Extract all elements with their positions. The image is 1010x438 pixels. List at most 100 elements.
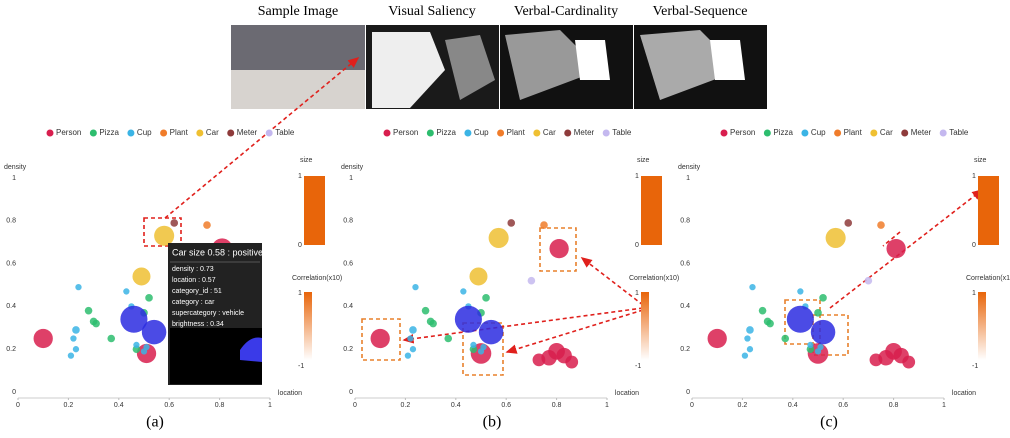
color-legend-tick: -1	[635, 363, 641, 370]
point	[154, 226, 174, 246]
x-tick-label: 0.6	[164, 402, 174, 409]
point	[469, 267, 487, 285]
x-tick-label: 0.6	[838, 402, 848, 409]
point	[819, 294, 827, 302]
legend-swatch	[497, 130, 504, 137]
point	[422, 307, 430, 315]
point	[444, 335, 452, 343]
legend-label: Meter	[237, 128, 258, 137]
tooltip-line: supercategory : vehicle	[172, 310, 244, 317]
legend-swatch	[801, 130, 808, 137]
color-legend-tick: 1	[298, 290, 302, 297]
tooltip-line: category_id : 51	[172, 288, 222, 295]
caption: (b)	[483, 414, 502, 431]
point	[807, 342, 813, 348]
point	[811, 320, 836, 345]
caption: (c)	[820, 414, 838, 431]
point	[132, 267, 150, 285]
chart-panel: 00.20.40.60.8100.20.40.60.81densitylocat…	[4, 128, 342, 431]
y-tick-label: 0.8	[680, 218, 690, 225]
y-tick-label: 0	[349, 389, 353, 396]
color-legend-label: Correlation(x10)	[292, 275, 342, 282]
point	[877, 221, 885, 229]
size-legend-shape	[641, 176, 662, 245]
size-legend-label: size	[974, 157, 987, 164]
legend-label: Meter	[911, 128, 932, 137]
point	[482, 294, 490, 302]
x-tick-label: 1	[942, 402, 946, 409]
legend-swatch	[721, 130, 728, 137]
legend-swatch	[47, 130, 54, 137]
image-label: Visual Saliency	[388, 4, 475, 19]
y-axis-label: density	[678, 164, 701, 171]
legend-swatch	[834, 130, 841, 137]
x-tick-label: 0.4	[114, 402, 124, 409]
x-tick-label: 0	[690, 402, 694, 409]
y-tick-label: 0.4	[680, 303, 690, 310]
legend-swatch	[384, 130, 391, 137]
point	[170, 219, 178, 227]
point	[781, 335, 789, 343]
point	[34, 329, 53, 348]
point	[886, 239, 905, 258]
point	[409, 326, 417, 334]
legend-swatch	[196, 130, 203, 137]
color-legend-bar	[641, 292, 649, 360]
arrow	[507, 310, 643, 352]
legend-swatch	[901, 130, 908, 137]
size-legend-shape	[978, 176, 999, 245]
point	[470, 342, 476, 348]
point	[742, 352, 748, 358]
legend-swatch	[266, 130, 273, 137]
legend-swatch	[427, 130, 434, 137]
size-legend-tick: 0	[972, 242, 976, 249]
y-tick-label: 1	[349, 175, 353, 182]
x-tick-label: 0.6	[501, 402, 511, 409]
legend-label: Meter	[574, 128, 595, 137]
point	[107, 335, 115, 343]
x-tick-label: 0.8	[215, 402, 225, 409]
point	[507, 219, 515, 227]
point	[749, 284, 755, 290]
color-legend-label: Correlation(x10)	[629, 275, 679, 282]
point	[410, 346, 416, 352]
legend-label: Person	[56, 128, 81, 137]
y-tick-label: 0.2	[343, 346, 353, 353]
point	[460, 288, 466, 294]
x-tick-label: 0.2	[401, 402, 411, 409]
legend-swatch	[533, 130, 540, 137]
point	[489, 228, 509, 248]
x-tick-label: 0.4	[788, 402, 798, 409]
x-tick-label: 1	[268, 402, 272, 409]
point	[708, 329, 727, 348]
legend-label: Cup	[811, 128, 826, 137]
y-tick-label: 1	[686, 175, 690, 182]
y-tick-label: 0.6	[343, 260, 353, 267]
tooltip-line: location : 0.57	[172, 277, 216, 284]
size-legend-tick: 0	[635, 242, 639, 249]
legend-label: Cup	[474, 128, 489, 137]
point	[540, 221, 548, 229]
size-legend-label: size	[300, 157, 313, 164]
legend-swatch	[160, 130, 167, 137]
x-tick-label: 0.4	[451, 402, 461, 409]
legend-label: Plant	[844, 128, 863, 137]
color-legend-tick: 1	[972, 290, 976, 297]
y-tick-label: 0.2	[6, 346, 16, 353]
x-tick-label: 0	[353, 402, 357, 409]
legend-label: Person	[730, 128, 755, 137]
legend-label: Pizza	[773, 128, 793, 137]
legend-label: Person	[393, 128, 418, 137]
y-tick-label: 0.8	[6, 218, 16, 225]
legend-swatch	[564, 130, 571, 137]
legend-swatch	[603, 130, 610, 137]
legend-label: Cup	[137, 128, 152, 137]
size-legend-tick: 1	[635, 173, 639, 180]
legend-label: Plant	[507, 128, 526, 137]
color-legend-bar	[978, 292, 986, 360]
point	[145, 294, 153, 302]
point	[68, 352, 74, 358]
point	[85, 307, 93, 315]
x-axis-label: location	[615, 390, 639, 397]
point	[744, 335, 750, 341]
